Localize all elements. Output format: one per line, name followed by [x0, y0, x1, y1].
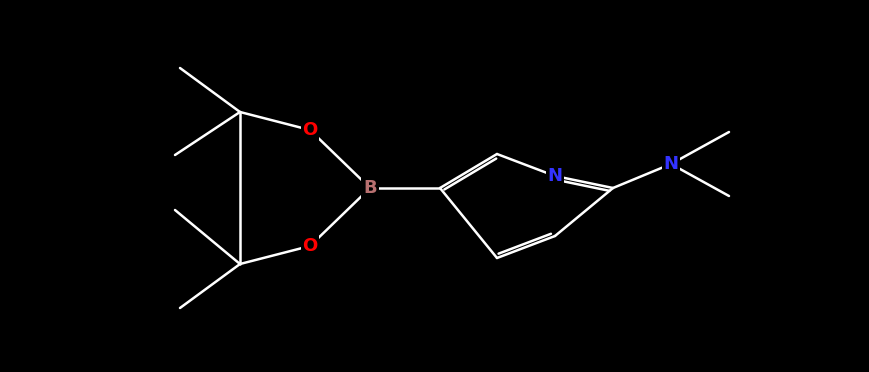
Text: N: N	[547, 167, 562, 185]
Text: O: O	[302, 121, 317, 139]
Text: N: N	[663, 155, 678, 173]
Text: B: B	[362, 179, 376, 197]
Text: O: O	[302, 237, 317, 255]
